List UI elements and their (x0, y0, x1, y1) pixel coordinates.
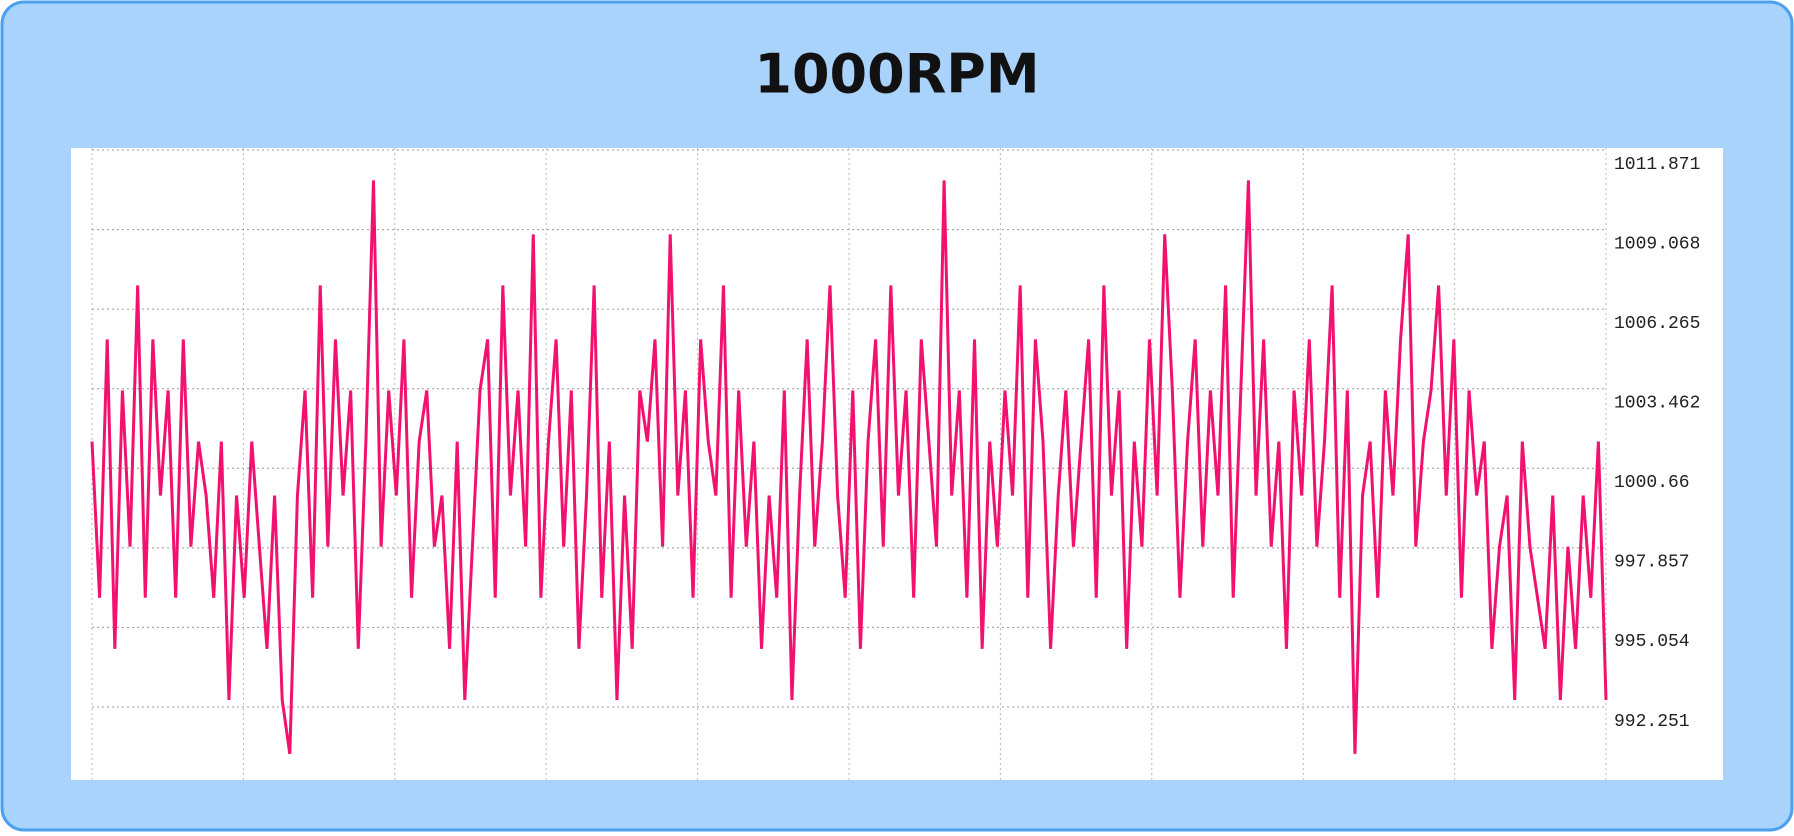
y-tick-label: 997.857 (1614, 553, 1690, 573)
data-line (90, 180, 1608, 755)
y-tick-label: 1000.66 (1614, 473, 1690, 493)
y-tick-label: 1009.068 (1614, 234, 1700, 254)
y-tick-label: 1006.265 (1614, 314, 1700, 334)
y-tick-label: 1011.871 (1614, 155, 1700, 175)
y-tick-label: 995.054 (1614, 632, 1690, 652)
y-tick-label: 992.251 (1614, 712, 1690, 732)
chart-title: 1000RPM (754, 43, 1039, 106)
y-tick-label: 1003.462 (1614, 393, 1700, 413)
